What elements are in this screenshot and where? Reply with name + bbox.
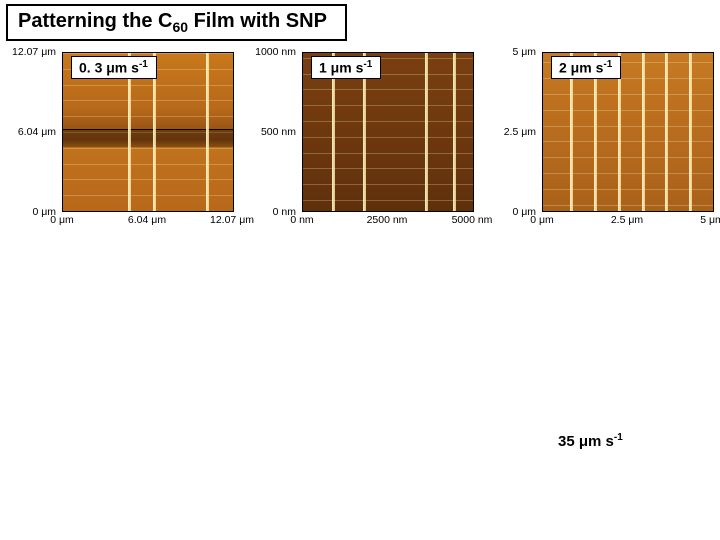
pattern-stripe: [642, 53, 645, 211]
extra-rate-label: 35 μm s-1: [558, 432, 623, 450]
x-tick-label: 0 μm: [50, 214, 74, 226]
afm-panel: 0. 3 μm s-112.07 μm6.04 μm0 μm0 μm6.04 μ…: [18, 52, 233, 230]
pattern-stripe: [453, 53, 456, 211]
x-tick-label: 12.07 μm: [210, 214, 254, 226]
y-tick-label: 12.07 μm: [12, 46, 56, 58]
pattern-stripe: [425, 53, 428, 211]
y-tick-label: 6.04 μm: [18, 126, 56, 138]
scan-rate-label: 0. 3 μm s-1: [71, 56, 157, 79]
pattern-stripe: [689, 53, 692, 211]
y-tick-label: 5 μm: [512, 46, 536, 58]
scan-rate-label: 1 μm s-1: [311, 56, 381, 79]
x-tick-label: 2500 nm: [367, 214, 408, 226]
pattern-stripe: [206, 53, 209, 211]
x-tick-label: 5000 nm: [452, 214, 493, 226]
afm-panel: 1 μm s-11000 nm500 nm0 nm0 nm2500 nm5000…: [258, 52, 473, 230]
x-axis: 0 μm2.5 μm5 μm: [542, 212, 712, 230]
y-tick-label: 2.5 μm: [504, 126, 536, 138]
y-tick-label: 500 nm: [261, 126, 296, 138]
x-tick-label: 5 μm: [700, 214, 720, 226]
x-axis: 0 nm2500 nm5000 nm: [302, 212, 472, 230]
scan-rate-label: 2 μm s-1: [551, 56, 621, 79]
x-tick-label: 0 nm: [290, 214, 313, 226]
figure-title: Patterning the C60 Film with SNP: [6, 4, 347, 41]
x-tick-label: 6.04 μm: [128, 214, 166, 226]
afm-panel: 2 μm s-15 μm2.5 μm0 μm0 μm2.5 μm5 μm: [498, 52, 713, 230]
x-tick-label: 0 μm: [530, 214, 554, 226]
x-tick-label: 2.5 μm: [611, 214, 643, 226]
y-tick-label: 1000 nm: [255, 46, 296, 58]
pattern-stripe: [665, 53, 668, 211]
x-axis: 0 μm6.04 μm12.07 μm: [62, 212, 232, 230]
